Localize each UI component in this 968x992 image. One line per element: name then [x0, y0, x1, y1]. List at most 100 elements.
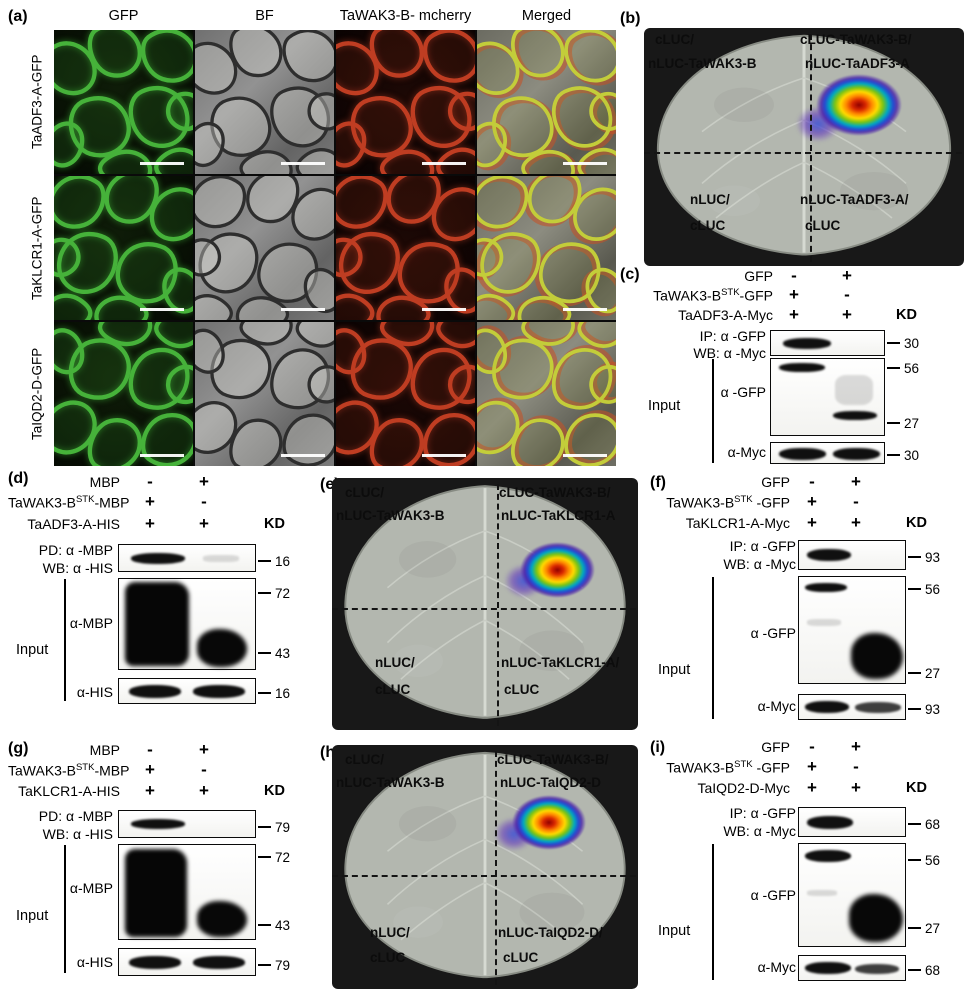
col-header-gfp: GFP [108, 8, 139, 24]
construct-row: GFP - + [618, 266, 968, 288]
lane1-sign: + [807, 778, 817, 797]
blot-band [193, 956, 245, 969]
quadrant-label-br2: cLUC [504, 682, 540, 697]
construct-row: TaKLCR1-A-Myc + + KD [650, 513, 968, 535]
leaf-image: cLUC/ nLUC-TaWAK3-B cLUC-TaWAK3-B/ nLUC-… [644, 28, 964, 266]
blot-smear [125, 849, 187, 937]
ip-label-line2: WB: α -Myc [723, 556, 796, 572]
construct-label-wak3b-mbp: TaWAK3-BSTK-MBP [8, 762, 130, 779]
mw-marker: 93 [908, 702, 940, 717]
quadrant-label-tl2: nLUC-TaWAK3-B [336, 508, 445, 523]
mw-marker: 56 [908, 853, 940, 868]
panel-b-split-luc: (b) cLUC/ nLUC-TaWAK3-B cLUC-TaWAK3-B/ n… [618, 8, 968, 268]
input-bracket-line [712, 577, 714, 719]
blot-band [805, 701, 849, 713]
blot-box-input-mbp [118, 578, 256, 670]
lane1-sign: - [147, 740, 153, 759]
quadrant-label-tl2: nLUC-TaWAK3-B [648, 56, 757, 71]
blot-band [807, 816, 853, 829]
lane2-sign: + [851, 472, 861, 491]
antibody-label-gfp: α -GFP [750, 887, 796, 903]
micrograph-iqd2-mcherry [336, 322, 475, 466]
blot-band [193, 685, 245, 698]
scale-bar [140, 453, 184, 457]
quadrant-label-tr2: nLUC-TaIQD2-D [500, 775, 601, 790]
input-label: Input [658, 923, 691, 939]
kd-label: KD [896, 307, 917, 323]
blot-smudge [807, 619, 841, 626]
ip-label-line1: IP: α -GFP [729, 538, 796, 554]
lane1-sign: + [807, 513, 817, 532]
blot-band [805, 850, 851, 862]
leaf-image: cLUC/ nLUC-TaWAK3-B cLUC-TaWAK3-B/ nLUC-… [332, 478, 638, 730]
scale-bar [563, 453, 607, 457]
luminescence-blob [512, 795, 586, 850]
pd-label-line2: WB: α -HIS [42, 560, 113, 576]
antibody-label-myc: α-Myc [757, 959, 796, 975]
input-bracket-line [712, 359, 714, 463]
blot-band [779, 363, 825, 372]
blot-blob [849, 894, 903, 942]
quadrant-label-bl1: nLUC/ [370, 925, 410, 940]
construct-label-mbp: MBP [89, 474, 120, 490]
mw-marker: 56 [908, 582, 940, 597]
construct-label-mbp: MBP [89, 742, 120, 758]
construct-label-wak3b-gfp: TaWAK3-BSTK -GFP [666, 494, 790, 511]
scale-bar [140, 307, 184, 311]
construct-row: TaADF3-A-HIS + + KD [8, 514, 310, 536]
scale-bar [281, 307, 325, 311]
micrograph-adf3-merged [477, 30, 616, 174]
lane2-sign: - [853, 757, 859, 776]
blot-blob [851, 633, 903, 679]
quadrant-label-br1: nLUC-TaIQD2-D/ [498, 925, 603, 940]
input-bracket-line [712, 844, 714, 980]
lane2-sign: + [851, 737, 861, 756]
blot-band [805, 583, 847, 592]
scale-bar [563, 307, 607, 311]
lane1-sign: - [791, 266, 797, 285]
construct-row: TaIQD2-D-Myc + + KD [650, 778, 968, 800]
panel-a-label: (a) [8, 8, 28, 25]
panel-e-split-luc: (e) cLUC/ nLUC-TaWAK3-B cLUC-TaWAK3-B/ n… [318, 470, 648, 734]
lane2-sign: + [199, 514, 209, 533]
scale-bar [281, 161, 325, 165]
mw-marker: 43 [258, 646, 290, 661]
micrograph-iqd2-gfp [54, 322, 193, 466]
antibody-label-mbp: α-MBP [69, 615, 113, 631]
col-header-mcherry: TaWAK3-B- mcherry [339, 8, 472, 24]
construct-row: TaWAK3-BSTK-GFP + - [618, 285, 968, 307]
construct-row: MBP - + [8, 472, 310, 494]
col-header-merged: Merged [521, 8, 572, 24]
quadrant-label-bl2: cLUC [375, 682, 411, 697]
lane2-sign: + [842, 305, 852, 324]
mw-marker: 16 [258, 554, 290, 569]
scale-bar [563, 161, 607, 165]
ip-label-line2: WB: α -Myc [693, 345, 766, 361]
construct-row: MBP - + [8, 740, 310, 762]
pd-label-line1: PD: α -MBP [38, 808, 113, 824]
micrograph-klcr1-bf [195, 176, 334, 320]
quadrant-label-tl1: cLUC/ [345, 485, 385, 500]
blot-band [833, 448, 880, 460]
blot-smudge [835, 375, 873, 405]
lane2-sign: + [199, 472, 209, 491]
dashed-divider-vertical [497, 484, 499, 726]
dashed-divider-horizontal [644, 152, 962, 154]
quadrant-label-tl1: cLUC/ [345, 752, 385, 767]
micrograph-iqd2-merged [477, 322, 616, 466]
row-label-taadf3a: TaADF3-A-GFP [29, 54, 45, 150]
lane1-sign: - [147, 472, 153, 491]
ip-label-line2: WB: α -Myc [723, 823, 796, 839]
pd-label-line1: PD: α -MBP [38, 542, 113, 558]
blot-box-input-gfp [798, 576, 906, 684]
construct-row: TaWAK3-BSTK -GFP + - [650, 757, 968, 779]
antibody-label-myc: α-Myc [757, 698, 796, 714]
mw-marker: 27 [908, 666, 940, 681]
lane1-sign: + [145, 781, 155, 800]
blot-box-input-myc [798, 955, 906, 981]
lane1-sign: + [807, 757, 817, 776]
construct-label-iqd2-myc: TaIQD2-D-Myc [697, 780, 790, 796]
construct-row: TaWAK3-BSTK -GFP + - [650, 492, 968, 514]
panel-b-label: (b) [620, 10, 641, 27]
quadrant-label-br1: nLUC-TaADF3-A/ [800, 192, 909, 207]
